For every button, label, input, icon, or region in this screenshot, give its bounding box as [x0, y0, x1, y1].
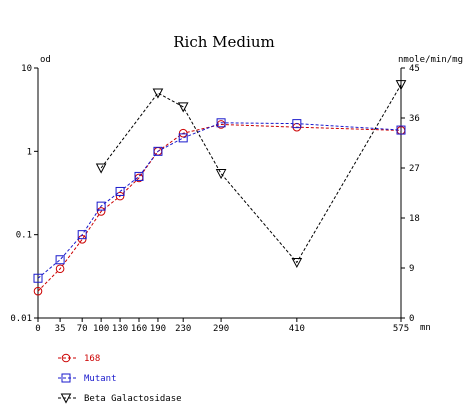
- data-point: [292, 119, 302, 129]
- legend-item: Mutant: [58, 373, 117, 384]
- data-point: [77, 230, 87, 240]
- x-tick-group: 0 35 70 100 130 160 190 230 290 410 575: [35, 318, 409, 334]
- legend: 168 Mutant Beta Galactosidase: [58, 353, 182, 404]
- data-point: [177, 102, 189, 113]
- data-point: [152, 88, 164, 99]
- legend-label: Mutant: [84, 374, 117, 384]
- x-tick-label: 0: [35, 324, 40, 334]
- left-y-tick-group: 10 1 0.1 0.01: [10, 64, 38, 324]
- right-y-tick-label: 0: [409, 314, 414, 324]
- data-point: [178, 133, 188, 143]
- right-y-tick-label: 9: [409, 264, 414, 274]
- series-line: [37, 123, 402, 292]
- left-y-tick-label: 10: [21, 64, 32, 74]
- data-point: [96, 207, 106, 216]
- data-point: [216, 118, 226, 128]
- left-y-tick-label: 0.1: [16, 231, 32, 241]
- x-tick-label: 100: [93, 324, 109, 334]
- right-y-tick-label: 27: [409, 164, 420, 174]
- left-y-tick-label: 1: [27, 147, 32, 157]
- legend-item: Beta Galactosidase: [58, 393, 182, 404]
- data-point: [115, 191, 125, 201]
- left-y-tick-label: 0.01: [10, 314, 32, 324]
- data-point: [153, 146, 163, 156]
- series-layer: [33, 80, 407, 296]
- data-point: [55, 255, 65, 265]
- series-2: [33, 118, 406, 283]
- x-axis-unit-label: mn: [420, 323, 431, 333]
- x-tick-label: 190: [150, 324, 166, 334]
- x-tick-label: 130: [112, 324, 128, 334]
- legend-marker: [60, 393, 72, 404]
- right-y-tick-group: 45 36 27 18 9 0: [401, 64, 420, 324]
- data-point: [96, 201, 106, 211]
- x-tick-label: 410: [289, 324, 305, 334]
- x-tick-label: 575: [393, 324, 409, 334]
- chart-title: Rich Medium: [173, 33, 274, 51]
- x-tick-label: 290: [213, 324, 229, 334]
- series-line: [37, 122, 402, 279]
- right-axis-unit-label: nmole/min/mg: [398, 55, 463, 65]
- data-point: [55, 264, 65, 274]
- series-3: [95, 80, 407, 269]
- data-point: [134, 171, 144, 181]
- data-point: [215, 169, 227, 180]
- data-point: [77, 234, 87, 244]
- data-point: [291, 257, 303, 269]
- x-tick-label: 160: [131, 324, 147, 334]
- right-y-tick-label: 36: [409, 114, 420, 124]
- legend-marker: [61, 373, 71, 383]
- series-line: [100, 84, 402, 264]
- legend-marker: [61, 353, 71, 363]
- x-tick-label: 230: [175, 324, 191, 334]
- series-1: [33, 120, 406, 296]
- left-axis-unit-label: od: [40, 55, 51, 65]
- data-point: [178, 128, 188, 138]
- data-point: [395, 80, 407, 91]
- data-point: [396, 125, 406, 135]
- data-point: [33, 286, 43, 296]
- data-point: [33, 273, 43, 283]
- x-tick-label: 70: [77, 324, 88, 334]
- data-point: [115, 186, 125, 196]
- legend-label: Beta Galactosidase: [84, 394, 182, 404]
- legend-item: 168: [58, 353, 100, 364]
- right-y-tick-label: 45: [409, 64, 420, 74]
- x-tick-label: 35: [55, 324, 66, 334]
- right-y-tick-label: 18: [409, 214, 420, 224]
- data-point: [95, 163, 107, 174]
- legend-label: 168: [84, 354, 100, 364]
